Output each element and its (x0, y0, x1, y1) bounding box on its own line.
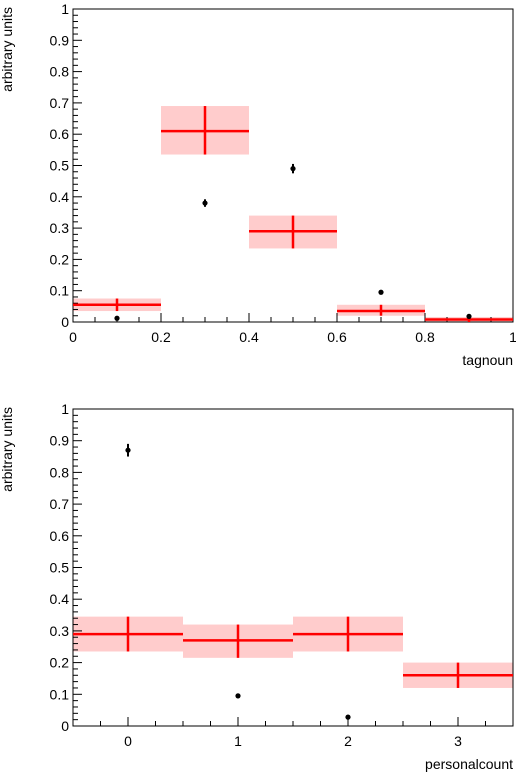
y-tick-label: 0.5 (50, 158, 70, 174)
chart-tagnoun: 0 0.1 0.2 0.3 0.4 0.5 0.6 0.7 0.8 0.9 1 0 0.2 0.4 0.6 0… (0, 1, 516, 368)
chart-personalcount: 0 0.1 0.2 0.3 0.4 0.5 0.6 0.7 0.8 0.9 1 0 1 2 3 arbitra… (0, 401, 514, 772)
data-point (290, 166, 296, 172)
y-tick-label: 0 (61, 718, 69, 734)
x-tick-label: 1 (509, 329, 516, 345)
data-point (378, 289, 384, 295)
data-point (235, 693, 241, 699)
y-tick-label: 0.2 (50, 251, 70, 267)
y-tick-label: 0.7 (50, 95, 70, 111)
y-axis-title: arbitrary units (0, 407, 15, 492)
y-tick-label: 0.6 (50, 528, 70, 544)
x-tick-label: 0 (69, 329, 77, 345)
y-tick-label: 0.1 (50, 283, 70, 299)
y-tick-label: 0.9 (50, 433, 70, 449)
y-tick-label: 0.4 (50, 591, 70, 607)
y-tick-label: 0.8 (50, 64, 70, 80)
x-tick-label: 0.2 (151, 329, 171, 345)
y-tick-label: 0.5 (50, 560, 70, 576)
y-tick-label: 0 (61, 314, 69, 330)
y-tick-label: 0.8 (50, 464, 70, 480)
y-tick-label: 0.3 (50, 623, 70, 639)
data-point (466, 313, 472, 319)
y-tick-label: 0.6 (50, 126, 70, 142)
x-axis-title: personalcount (425, 756, 513, 772)
y-axis-title: arbitrary units (0, 7, 15, 92)
x-tick-label: 2 (344, 733, 352, 749)
x-tick-label: 0 (124, 733, 132, 749)
y-tick-label: 0.1 (50, 686, 70, 702)
y-tick-label: 0.4 (50, 189, 70, 205)
y-tick-label: 0.7 (50, 496, 70, 512)
data-point (114, 315, 120, 321)
data-point (125, 447, 131, 453)
x-tick-label: 3 (454, 733, 462, 749)
y-tick-label: 1 (61, 1, 69, 17)
y-tick-label: 0.3 (50, 220, 70, 236)
x-tick-label: 0.8 (415, 329, 435, 345)
y-tick-label: 1 (61, 401, 69, 417)
y-tick-label: 0.9 (50, 32, 70, 48)
x-axis-title: tagnoun (462, 352, 513, 368)
x-tick-label: 0.6 (327, 329, 347, 345)
data-point (345, 714, 351, 720)
data-point (202, 200, 208, 206)
y-tick-label: 0.2 (50, 655, 70, 671)
x-tick-label: 0.4 (239, 329, 259, 345)
x-tick-label: 1 (234, 733, 242, 749)
